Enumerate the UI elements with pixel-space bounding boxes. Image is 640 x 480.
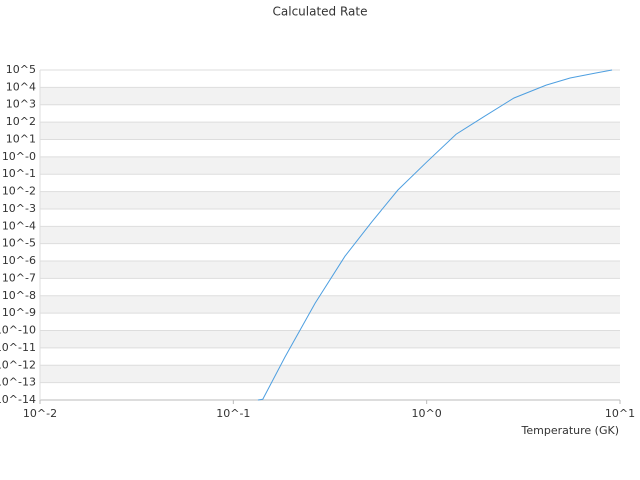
- y-tick-label: 10^5: [6, 63, 36, 76]
- grid-band: [40, 226, 620, 244]
- y-tick-label: 10^3: [6, 98, 36, 111]
- grid-band: [40, 156, 620, 175]
- y-tick-label: 10^-4: [2, 219, 36, 232]
- x-tick-label: 10^0: [412, 407, 442, 420]
- grid-band: [40, 295, 620, 314]
- y-tick-label: 10^1: [6, 132, 36, 145]
- y-tick-label: 10^-5: [2, 237, 36, 250]
- y-tick-label: 10^4: [6, 80, 36, 93]
- y-tick-label: 10^-0: [2, 150, 36, 163]
- grid-band: [40, 122, 620, 140]
- y-tick-label: 10^-3: [2, 202, 36, 215]
- grid-band: [40, 87, 620, 105]
- x-axis-label: Temperature (GK): [521, 424, 620, 437]
- x-tick-label: 10^-2: [23, 407, 57, 420]
- y-tick-label: 10^-12: [0, 358, 36, 371]
- y-tick-label: 10^-10: [0, 324, 36, 337]
- x-tick-label: 10^1: [605, 407, 635, 420]
- y-tick-label: 10^-6: [2, 254, 36, 267]
- grid-band: [40, 330, 620, 348]
- chart-title: Calculated Rate: [273, 5, 368, 19]
- x-tick-label: 10^-1: [216, 407, 250, 420]
- y-tick-label: 10^-14: [0, 393, 36, 406]
- y-tick-label: 10^-13: [0, 376, 36, 389]
- y-tick-label: 10^-8: [2, 289, 36, 302]
- y-tick-label: 10^-9: [2, 306, 36, 319]
- grid-band: [40, 365, 620, 383]
- y-tick-label: 10^-2: [2, 185, 36, 198]
- grid-band: [40, 261, 620, 279]
- data-line: [257, 69, 613, 401]
- y-tick-label: 10^-1: [2, 167, 36, 180]
- y-tick-label: 10^-7: [2, 271, 36, 284]
- y-tick-label: 10^2: [6, 115, 36, 128]
- grid-band: [40, 191, 620, 209]
- y-tick-label: 10^-11: [0, 341, 36, 354]
